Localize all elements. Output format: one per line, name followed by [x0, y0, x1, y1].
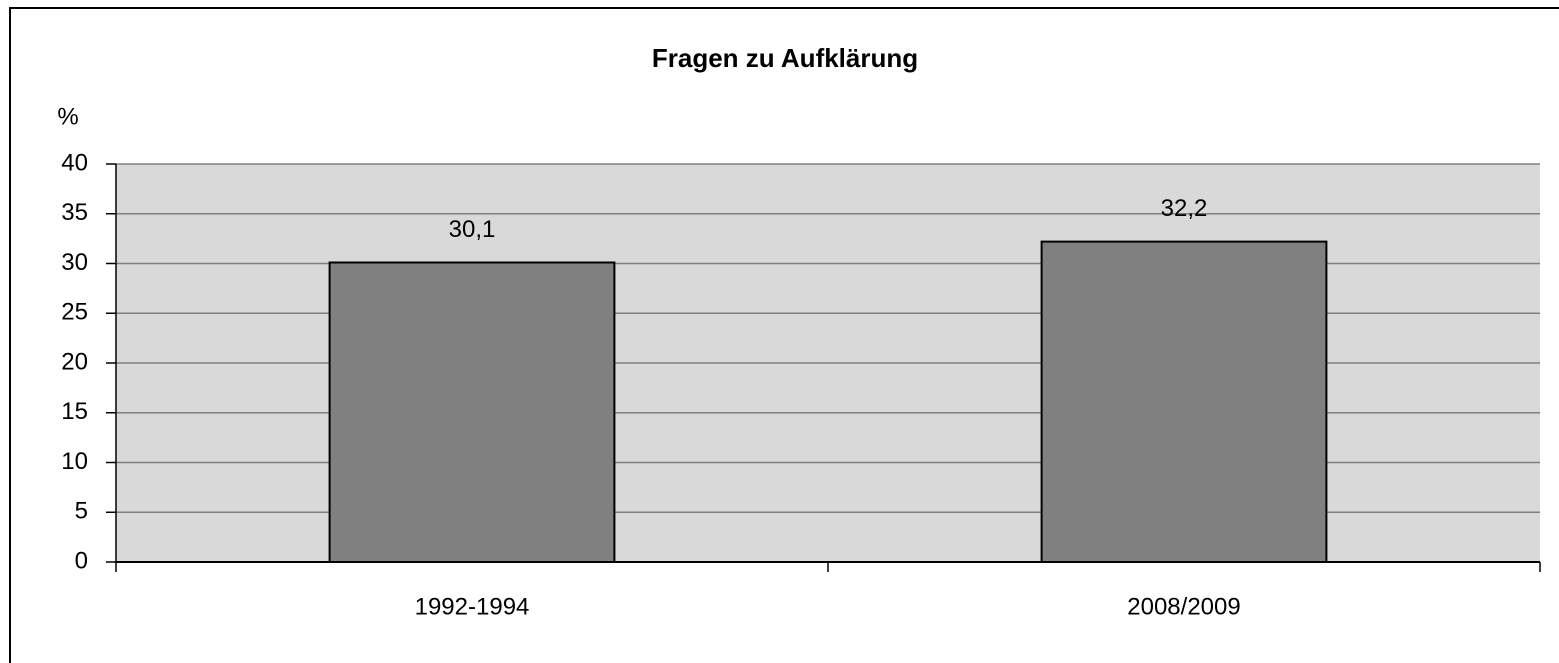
y-tick-label: 0	[75, 547, 88, 574]
bar	[1040, 240, 1328, 564]
y-tick-label: 25	[61, 299, 88, 326]
y-tick-label: 35	[61, 199, 88, 226]
value-label: 32,2	[1161, 195, 1208, 222]
x-tick-label: 1992-1994	[415, 593, 530, 620]
bar	[328, 261, 616, 563]
y-axis-label: %	[57, 103, 78, 130]
y-tick-label: 30	[61, 249, 88, 276]
y-tick-label: 5	[75, 498, 88, 525]
x-tick-label: 2008/2009	[1127, 593, 1240, 620]
y-tick-label: 15	[61, 398, 88, 425]
y-tick-label: 20	[61, 348, 88, 375]
value-label: 30,1	[449, 216, 496, 243]
chart-title: Fragen zu Aufklärung	[652, 43, 918, 73]
y-tick-label: 40	[61, 149, 88, 176]
y-tick-label: 10	[61, 448, 88, 475]
